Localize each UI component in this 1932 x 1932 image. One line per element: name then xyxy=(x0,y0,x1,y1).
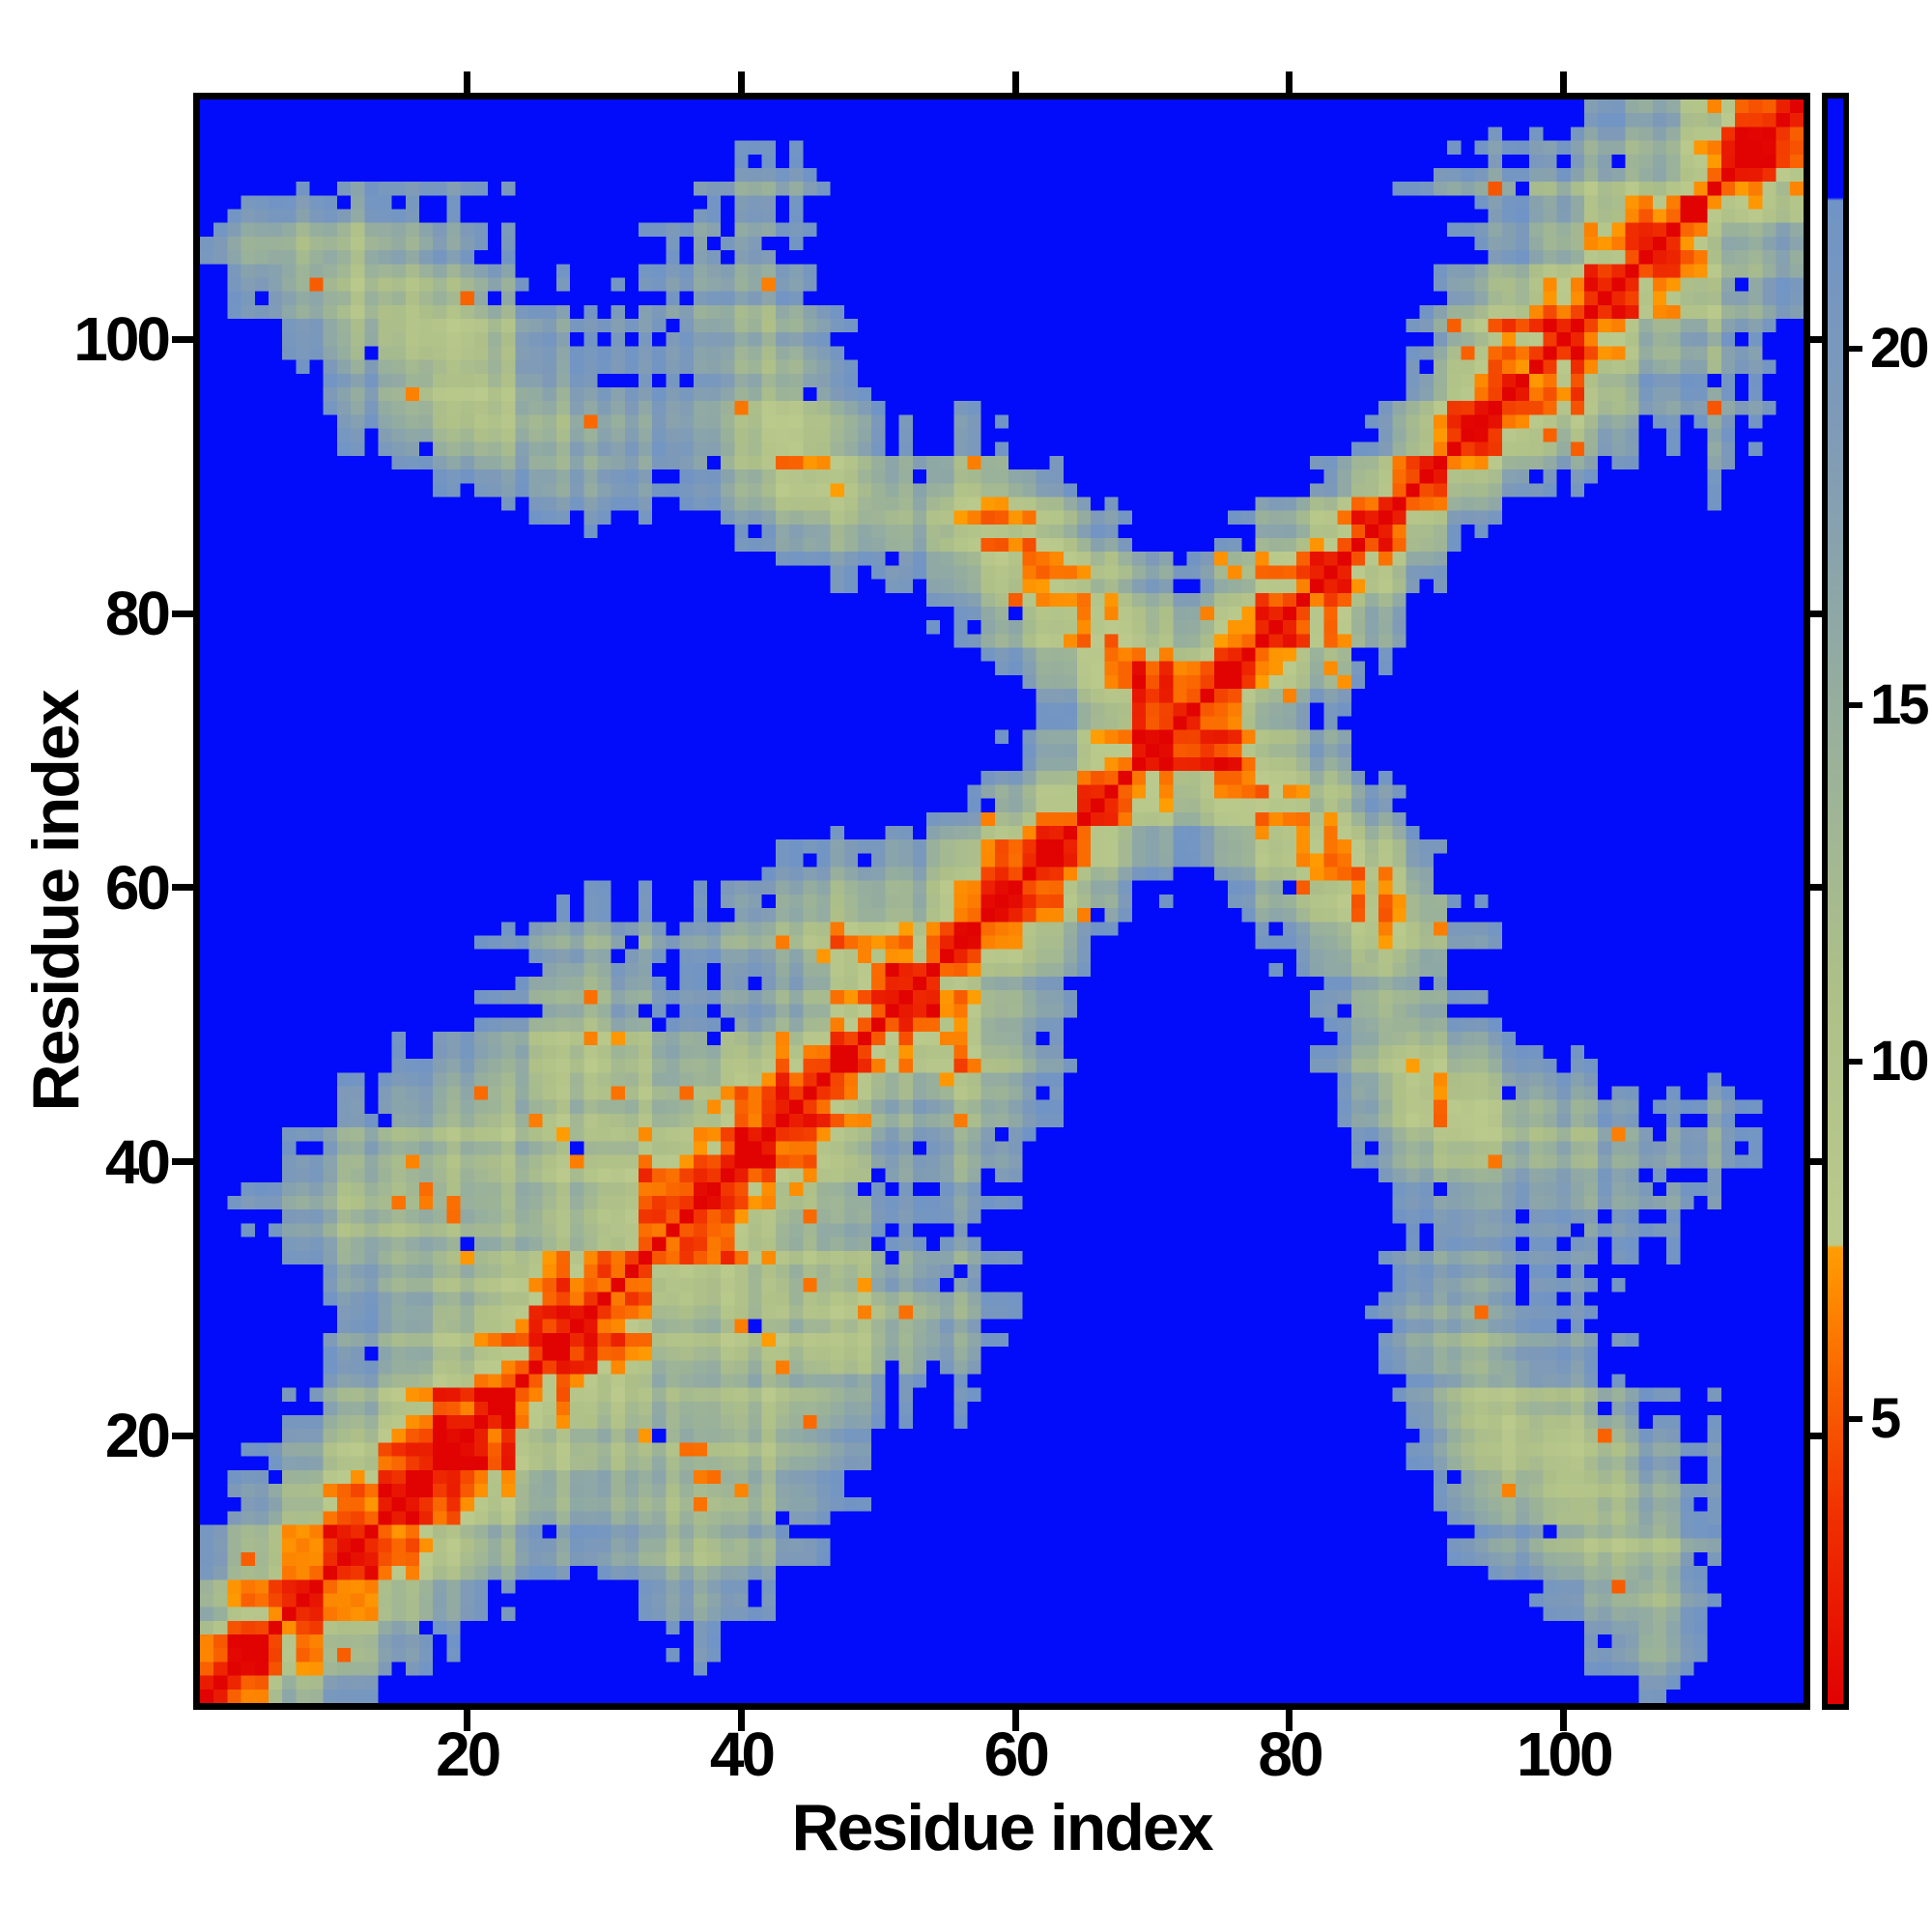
y-tick-mark-left xyxy=(172,610,193,617)
x-tick-mark-bottom xyxy=(1286,1710,1293,1731)
x-tick-mark-bottom xyxy=(1011,1710,1019,1731)
y-tick-mark-right xyxy=(1810,610,1826,617)
y-tick-label: 60 xyxy=(104,852,171,923)
colorbar-tick-label: 5 xyxy=(1870,1386,1901,1450)
colorbar-gradient xyxy=(1828,99,1843,1704)
x-tick-label: 100 xyxy=(1516,1719,1614,1789)
x-tick-mark-top xyxy=(1560,71,1568,93)
x-tick-mark-bottom xyxy=(737,1710,745,1731)
x-tick-label: 80 xyxy=(1258,1719,1323,1789)
y-tick-label: 100 xyxy=(73,304,171,375)
y-tick-mark-left xyxy=(172,1158,193,1166)
colorbar-tick-label: 15 xyxy=(1870,672,1929,736)
y-tick-mark-left xyxy=(172,1432,193,1439)
y-tick-mark-right xyxy=(1810,1158,1826,1166)
colorbar-tick-mark xyxy=(1849,1415,1862,1422)
colorbar xyxy=(1822,93,1849,1710)
x-tick-mark-top xyxy=(1011,71,1019,93)
y-tick-label: 80 xyxy=(104,579,171,649)
colorbar-tick-mark xyxy=(1849,1059,1862,1065)
x-tick-mark-top xyxy=(737,71,745,93)
x-tick-mark-top xyxy=(1286,71,1293,93)
plot-frame xyxy=(193,93,1810,1710)
y-tick-label: 20 xyxy=(104,1401,171,1471)
y-tick-mark-right xyxy=(1810,884,1826,892)
x-tick-mark-top xyxy=(464,71,471,93)
x-tick-label: 60 xyxy=(983,1719,1050,1789)
colorbar-tick-mark xyxy=(1849,701,1862,708)
y-tick-label: 40 xyxy=(104,1126,171,1197)
residue-distance-heatmap xyxy=(200,99,1804,1703)
colorbar-tick-label: 10 xyxy=(1870,1030,1929,1094)
x-tick-label: 40 xyxy=(709,1719,776,1789)
x-axis-title: Residue index xyxy=(791,1791,1213,1864)
y-tick-mark-right xyxy=(1810,335,1826,343)
colorbar-tick-mark xyxy=(1849,345,1862,352)
y-tick-mark-left xyxy=(172,335,193,343)
x-tick-label: 20 xyxy=(436,1719,501,1789)
y-tick-mark-right xyxy=(1810,1432,1826,1439)
colorbar-tick-label: 20 xyxy=(1870,316,1929,380)
y-tick-mark-left xyxy=(172,884,193,892)
x-tick-mark-bottom xyxy=(464,1710,471,1731)
x-tick-mark-bottom xyxy=(1560,1710,1568,1731)
